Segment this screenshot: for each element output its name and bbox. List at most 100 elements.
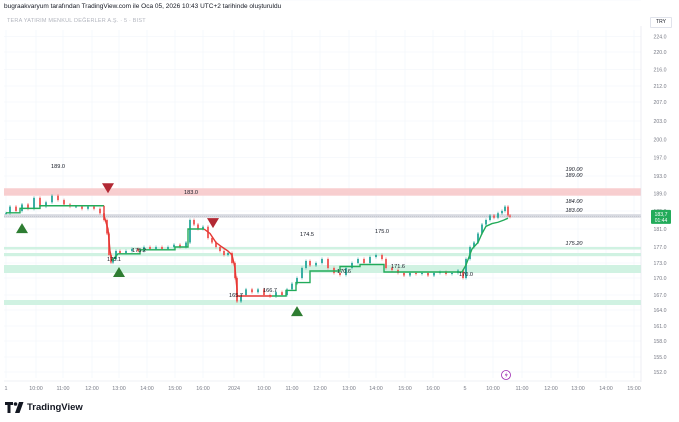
candle-body: [489, 215, 491, 220]
candle-body: [75, 206, 77, 208]
candle-body: [275, 292, 277, 297]
time-tick-label: 16:00: [426, 386, 440, 392]
candle-body: [131, 249, 133, 251]
candle-body: [39, 197, 41, 207]
price-tick-label: 203.0: [654, 119, 667, 125]
candle-body: [202, 226, 204, 229]
level-zone: [4, 247, 641, 250]
price-label: 174.5: [300, 232, 314, 238]
time-tick-label: 14:00: [369, 386, 383, 392]
candle-body: [137, 249, 139, 251]
candle-body: [227, 253, 229, 255]
price-tick-label: 170.0: [654, 276, 667, 282]
candle-body: [391, 268, 393, 270]
price-label: 173.1: [107, 257, 121, 263]
time-tick-label: 10:00: [257, 386, 271, 392]
time-tick-label: 10:00: [29, 386, 43, 392]
candle-body: [327, 259, 329, 268]
candle-body: [501, 211, 503, 214]
price-tick-label: 193.0: [654, 174, 667, 180]
candle-body: [433, 273, 435, 276]
candle-body: [219, 247, 221, 251]
price-tick-label: 207.0: [654, 100, 667, 106]
trailing-stop-segment: [111, 228, 204, 262]
level-label: 190.00: [565, 167, 583, 173]
symbol-legend[interactable]: TERA YATIRIM MENKUL DEĞERLER A.Ş. · 5 · …: [7, 18, 146, 24]
candle-body: [351, 263, 353, 268]
time-tick-label: 2024: [228, 386, 240, 392]
candle-body: [296, 278, 298, 284]
price-labels: 189.0 183.0 175.2 173.1 174.5 175.0 170.6 171.6…: [51, 164, 473, 299]
candle-body: [211, 238, 213, 243]
trailing-stop-segment: [6, 205, 104, 214]
candle-body: [161, 247, 163, 249]
candle-body: [385, 259, 387, 268]
candle-body: [339, 273, 341, 275]
price-label: 183.0: [184, 190, 198, 196]
candle-body: [357, 259, 359, 263]
time-tick-label: 11:00: [285, 386, 298, 392]
price-tick-label: 149.0: [654, 0, 667, 2]
currency-badge[interactable]: TRY: [650, 17, 672, 28]
time-tick-label: 13:00: [112, 386, 126, 392]
candle-body: [507, 206, 509, 216]
candle-body: [462, 270, 464, 278]
time-tick-label: 12:00: [85, 386, 99, 392]
trailing-stop: [6, 205, 509, 297]
level-label: 184.00: [565, 199, 583, 205]
buy-signal: [291, 306, 303, 317]
candle-body: [9, 206, 11, 214]
price-tick-label: 224.0: [654, 35, 667, 41]
price-candles: [5, 194, 511, 303]
candle-body: [375, 255, 377, 257]
time-tick-label: 14:00: [140, 386, 154, 392]
time-tick-label: 1: [5, 386, 8, 392]
sell-signal: [207, 218, 219, 229]
candle-body: [63, 200, 65, 205]
event-marker[interactable]: [501, 370, 511, 380]
time-axis: 1 10:00 11:00 12:00 13:00 14:00 15:00 16:00 2024…: [4, 380, 641, 392]
price-tick-label: 220.0: [654, 50, 667, 56]
tradingview-logo[interactable]: TradingView: [5, 402, 83, 413]
price-label: 171.6: [391, 264, 405, 270]
candle-body: [155, 247, 157, 249]
candle-body: [363, 259, 365, 263]
candle-body: [197, 224, 199, 229]
candle-body: [427, 273, 429, 276]
candle-body: [57, 195, 59, 201]
logo-text: TradingView: [27, 402, 83, 413]
price-tick-label: 158.0: [654, 339, 667, 345]
price-label: 170.6: [337, 269, 351, 275]
candle-body: [309, 261, 311, 266]
time-tick-label: 15:00: [398, 386, 412, 392]
price-label: 170.0: [459, 272, 473, 278]
candle-body: [185, 242, 187, 247]
candle-body: [473, 242, 475, 247]
trailing-stop-segment: [103, 205, 113, 261]
candle-body: [167, 247, 169, 249]
price-tick-label: 189.0: [654, 192, 667, 198]
countdown-value: 01:44: [655, 218, 668, 224]
candle-body: [115, 251, 117, 259]
candle-body: [257, 289, 259, 293]
candle-body: [465, 259, 467, 278]
price-label: 166.7: [263, 288, 277, 294]
signals: [16, 183, 303, 317]
candle-body: [189, 220, 191, 243]
time-tick-label: 15:00: [168, 386, 182, 392]
candle-body: [421, 273, 423, 274]
time-tick-label: 15:00: [627, 386, 641, 392]
time-tick-label: 5: [464, 386, 467, 392]
candle-body: [179, 244, 181, 247]
price-tick-label: 177.0: [654, 245, 667, 251]
price-tick-label: 164.0: [654, 308, 667, 314]
candle-body: [381, 255, 383, 259]
price-tick-label: 167.0: [654, 293, 667, 299]
level-label: 183.00: [565, 208, 583, 214]
candle-body: [415, 273, 417, 274]
level-zones: [4, 188, 641, 305]
level-zone: [4, 253, 641, 257]
candle-body: [240, 295, 242, 302]
candle-body: [27, 204, 29, 209]
